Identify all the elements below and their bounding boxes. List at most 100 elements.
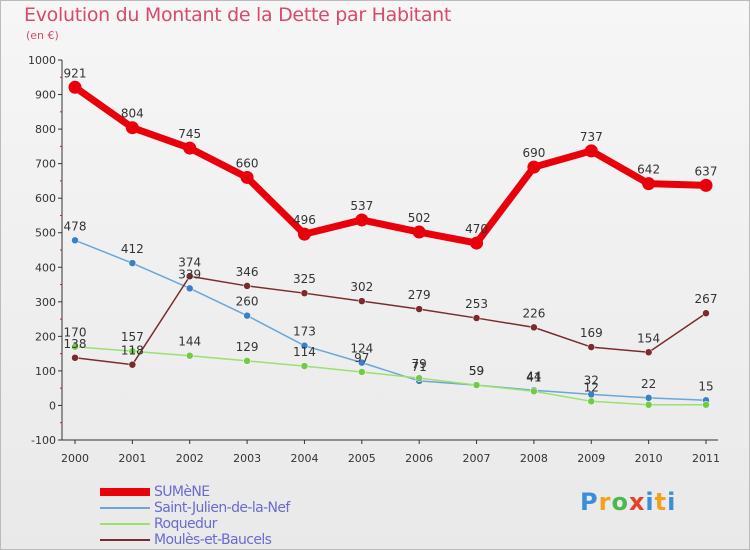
data-label: 374 bbox=[178, 255, 201, 269]
data-label: 41 bbox=[526, 370, 541, 384]
data-label: 302 bbox=[350, 280, 373, 294]
data-label: 114 bbox=[293, 345, 316, 359]
series-point-0 bbox=[470, 236, 484, 250]
data-label: 59 bbox=[469, 364, 484, 378]
y-tick-label: 300 bbox=[35, 296, 56, 309]
series-point-0 bbox=[412, 225, 426, 239]
y-tick-label: 600 bbox=[35, 192, 56, 205]
legend-item: Roquedur bbox=[100, 516, 360, 532]
legend-swatch bbox=[100, 507, 150, 509]
data-label: 325 bbox=[293, 272, 316, 286]
series-line-0 bbox=[72, 84, 707, 247]
data-label: 921 bbox=[64, 66, 87, 80]
data-label: 71 bbox=[412, 360, 427, 374]
x-tick-label: 2009 bbox=[577, 452, 605, 465]
series-point-2 bbox=[415, 374, 423, 382]
y-tick-label: 1000 bbox=[28, 54, 56, 67]
x-tick-label: 2001 bbox=[118, 452, 146, 465]
data-label: 169 bbox=[580, 326, 603, 340]
chart-title: Evolution du Montant de la Dette par Hab… bbox=[24, 4, 452, 26]
legend-swatch bbox=[100, 539, 150, 541]
data-label: 804 bbox=[121, 107, 144, 121]
series-point-1 bbox=[185, 284, 194, 293]
series-point-3 bbox=[185, 272, 194, 281]
data-label: 129 bbox=[236, 340, 259, 354]
x-tick-label: 2006 bbox=[405, 452, 433, 465]
series-point-0 bbox=[527, 160, 541, 174]
data-label: 267 bbox=[695, 292, 718, 306]
chart-subtitle: (en €) bbox=[26, 29, 59, 42]
series-point-3 bbox=[644, 348, 653, 357]
legend-item: Moulès-et-Baucels bbox=[100, 532, 360, 548]
data-label: 144 bbox=[178, 335, 201, 349]
series-point-3 bbox=[530, 323, 538, 332]
y-tick-label: 400 bbox=[35, 261, 56, 274]
series-point-1 bbox=[644, 394, 653, 402]
data-label: 637 bbox=[695, 164, 718, 178]
x-tick-label: 2010 bbox=[635, 452, 663, 465]
series-point-0 bbox=[584, 144, 598, 158]
data-label: 124 bbox=[350, 342, 373, 356]
data-label: 412 bbox=[121, 242, 144, 256]
y-tick-label: -100 bbox=[31, 434, 56, 447]
x-tick-label: 2000 bbox=[61, 452, 89, 465]
series-point-2 bbox=[644, 401, 653, 409]
y-tick-label: 200 bbox=[35, 330, 56, 343]
data-label: 537 bbox=[350, 199, 373, 213]
data-label: 22 bbox=[641, 377, 656, 391]
legend-label: SUMèNE bbox=[154, 484, 210, 500]
data-label: 470 bbox=[465, 222, 488, 236]
data-label: 346 bbox=[236, 265, 259, 279]
data-label: 138 bbox=[64, 337, 87, 351]
proxiti-logo: Proxiti bbox=[580, 488, 677, 516]
legend-label: Roquedur bbox=[154, 516, 217, 532]
data-label: 496 bbox=[293, 213, 316, 227]
data-label: 12 bbox=[584, 380, 599, 394]
legend-item: Saint-Julien-de-la-Nef bbox=[100, 500, 360, 516]
data-label: 502 bbox=[408, 211, 431, 225]
x-tick-label: 2002 bbox=[176, 452, 204, 465]
data-label: 97 bbox=[354, 351, 369, 365]
series-point-3 bbox=[587, 343, 596, 351]
data-label: 170 bbox=[64, 326, 87, 340]
series-point-2 bbox=[71, 342, 79, 351]
series-point-0 bbox=[240, 170, 254, 184]
series-point-2 bbox=[472, 381, 481, 389]
x-tick-label: 2007 bbox=[463, 452, 491, 465]
series-point-2 bbox=[300, 362, 309, 370]
series-point-3 bbox=[358, 297, 366, 305]
series-point-0 bbox=[642, 177, 656, 191]
data-label: 279 bbox=[408, 288, 431, 302]
x-tick-label: 2003 bbox=[233, 452, 261, 465]
data-label: 157 bbox=[121, 330, 144, 344]
data-label: 79 bbox=[412, 357, 427, 371]
data-label: 59 bbox=[469, 364, 484, 378]
series-point-3 bbox=[415, 305, 423, 313]
y-tick-label: 900 bbox=[35, 89, 56, 102]
series-point-1 bbox=[358, 358, 366, 367]
series-point-1 bbox=[71, 236, 79, 245]
series-line-2 bbox=[74, 345, 706, 406]
data-label: 260 bbox=[236, 295, 259, 309]
legend-swatch bbox=[100, 488, 150, 496]
data-label: 745 bbox=[178, 127, 201, 141]
series-point-2 bbox=[243, 357, 251, 365]
series-point-2 bbox=[185, 351, 194, 360]
data-label: 660 bbox=[236, 156, 259, 170]
series-point-0 bbox=[68, 80, 82, 94]
series-point-3 bbox=[243, 282, 251, 290]
series-point-0 bbox=[699, 178, 713, 192]
data-label: 690 bbox=[522, 146, 545, 160]
x-tick-label: 2005 bbox=[348, 452, 376, 465]
legend-label: Saint-Julien-de-la-Nef bbox=[154, 500, 290, 516]
legend-swatch bbox=[100, 523, 150, 525]
series-point-0 bbox=[355, 213, 369, 227]
data-label: 642 bbox=[637, 163, 660, 177]
data-label: 32 bbox=[584, 373, 599, 387]
series-point-3 bbox=[472, 314, 481, 322]
data-label: 339 bbox=[178, 267, 201, 281]
data-label: 478 bbox=[64, 219, 87, 233]
y-tick-label: 500 bbox=[35, 227, 56, 240]
data-label: 118 bbox=[121, 344, 144, 358]
